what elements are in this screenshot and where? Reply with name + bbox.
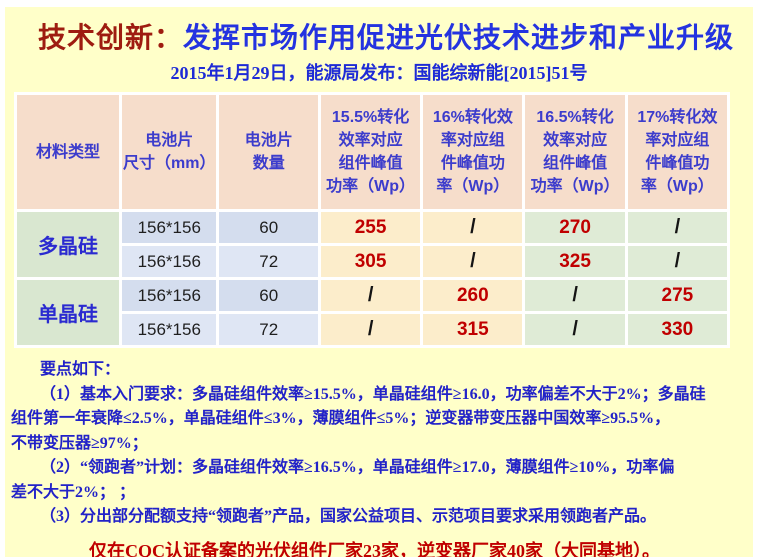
note-line: 差不大于2%； ； xyxy=(11,483,136,501)
title-prefix: 技术创新： xyxy=(38,23,184,54)
power-value: / xyxy=(525,314,625,345)
power-value: / xyxy=(627,212,727,243)
header-power-17: 17%转化效 率对应组 件峰值功 率（Wp） xyxy=(627,95,727,209)
note-line: 组件第一年衰降≤2.5%，单晶硅组件≤3%，薄膜组件≤5%；逆变器带变压器中国效… xyxy=(11,410,671,427)
power-value: / xyxy=(525,280,625,311)
power-value: / xyxy=(627,246,727,277)
power-value: / xyxy=(423,212,523,243)
cell-size: 156*156 xyxy=(122,280,217,311)
power-value: 255 xyxy=(320,212,421,243)
page-title: 技术创新：发挥市场作用促进光伏技术进步和产业升级 xyxy=(5,7,753,56)
note-line: （2）“领跑者”计划：多晶硅组件效率≥16.5%，单晶硅组件≥17.0，薄膜组件… xyxy=(40,459,675,476)
header-cell-size: 电池片 尺寸（mm） xyxy=(122,95,217,209)
note-line: 不带变压器≥97%； xyxy=(11,434,148,452)
cell-count: 72 xyxy=(219,246,318,277)
table-row: 156*156 72 / 315 / 330 xyxy=(17,314,727,345)
material-monocrystalline: 单晶硅 xyxy=(17,280,120,345)
subtitle: 2015年1月29日，能源局发布：国能综新能[2015]51号 xyxy=(170,63,588,83)
cqc-certification-note: 仅在CQC认证备案的光伏组件厂家23家，逆变器厂家40家（大同基地）。 xyxy=(89,540,660,557)
cell-size: 156*156 xyxy=(122,212,217,243)
note-line: 要点如下： xyxy=(40,361,121,378)
power-value: / xyxy=(320,280,421,311)
power-value: 315 xyxy=(423,314,523,345)
title-main: 发挥市场作用促进光伏技术进步和产业升级 xyxy=(183,23,735,54)
table-row: 单晶硅 156*156 60 / 260 / 275 xyxy=(17,280,727,345)
cell-size: 156*156 xyxy=(122,246,217,277)
power-value: / xyxy=(423,246,523,277)
power-value: 260 xyxy=(423,280,523,311)
power-value: 325 xyxy=(525,246,625,277)
cell-count: 72 xyxy=(219,314,318,345)
header-power-16: 16%转化效 率对应组 件峰值功 率（Wp） xyxy=(423,95,523,209)
cell-count: 60 xyxy=(219,280,318,311)
module-power-table: 材料类型 电池片 尺寸（mm） 电池片 数量 15.5%转化 效率对应 组件峰值… xyxy=(14,92,730,348)
header-cell-count: 电池片 数量 xyxy=(219,95,318,209)
table-row: 多晶硅 156*156 60 255 / 270 / xyxy=(17,212,727,277)
header-power-16-5: 16.5%转化 效率对应 组件峰值 功率（Wp） xyxy=(525,95,625,209)
material-polycrystalline: 多晶硅 xyxy=(17,212,120,277)
key-points: 要点如下： （1）基本入门要求：多晶硅组件效率≥15.5%，单晶硅组件≥16.0… xyxy=(5,348,753,530)
power-value: 275 xyxy=(627,280,727,311)
power-value: 270 xyxy=(525,212,625,243)
table-header-row: 材料类型 电池片 尺寸（mm） 电池片 数量 15.5%转化 效率对应 组件峰值… xyxy=(17,95,727,209)
header-power-15-5: 15.5%转化 效率对应 组件峰值 功率（Wp） xyxy=(320,95,421,209)
table-row: 156*156 72 305 / 325 / xyxy=(17,246,727,277)
header-material-type: 材料类型 xyxy=(17,95,120,209)
power-value: 305 xyxy=(320,246,421,277)
cell-size: 156*156 xyxy=(122,314,217,345)
cell-count: 60 xyxy=(219,212,318,243)
note-line: （1）基本入门要求：多晶硅组件效率≥15.5%，单晶硅组件≥16.0，功率偏差不… xyxy=(40,385,706,403)
power-value: 330 xyxy=(627,314,727,345)
note-line: （3）分出部分配额支持“领跑者”产品，国家公益项目、示范项目要求采用领跑者产品。 xyxy=(40,508,657,525)
power-value: / xyxy=(320,314,421,345)
